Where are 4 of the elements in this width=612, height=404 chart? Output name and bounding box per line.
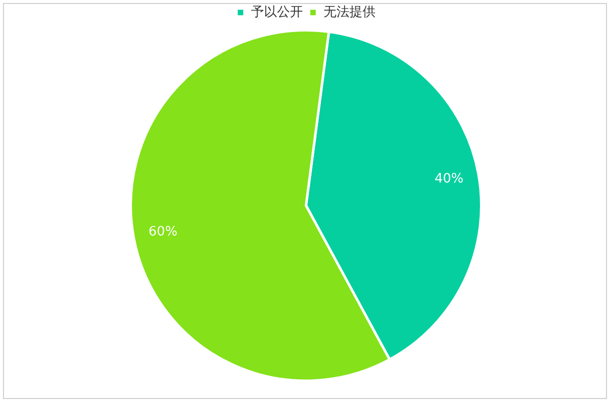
legend-label: 无法提供 <box>324 4 376 20</box>
legend-label: 予以公开 <box>251 4 303 20</box>
data-label: 60% <box>148 224 178 240</box>
data-label: 40% <box>434 171 464 186</box>
